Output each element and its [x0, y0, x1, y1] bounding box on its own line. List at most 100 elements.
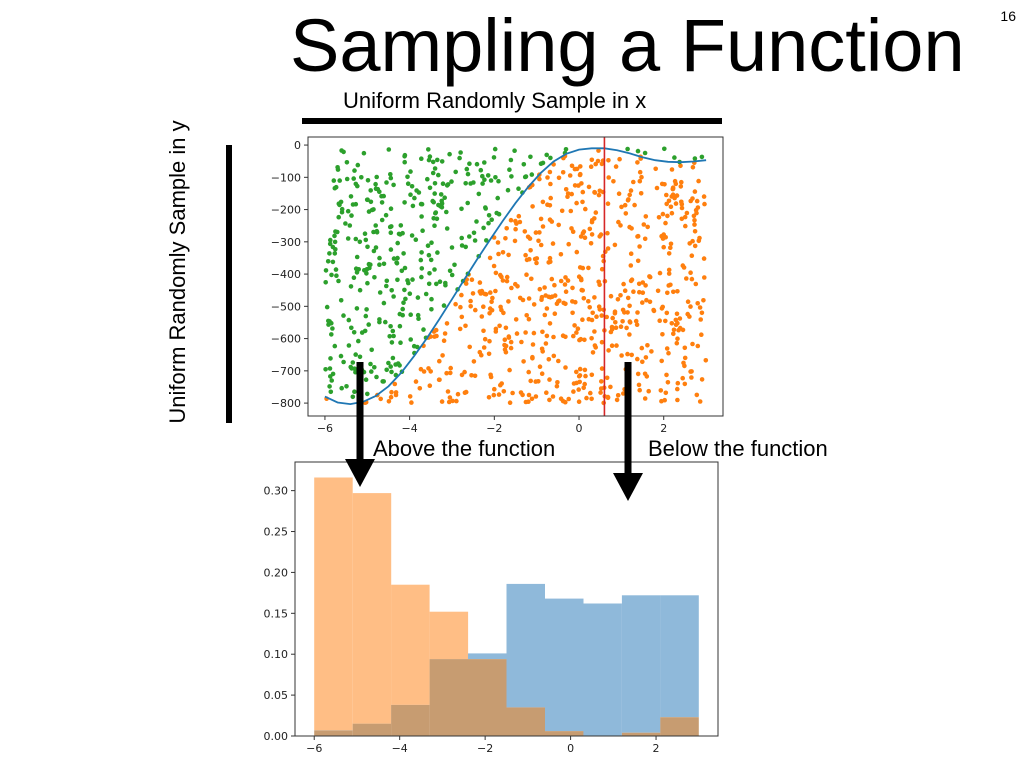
- point-above: [377, 262, 382, 268]
- point-below: [487, 338, 492, 344]
- point-below: [526, 369, 531, 375]
- point-below: [547, 217, 553, 222]
- point-below: [496, 251, 501, 257]
- point-above: [420, 228, 425, 233]
- point-below: [542, 312, 548, 318]
- point-below: [668, 241, 674, 247]
- point-above: [402, 265, 408, 271]
- point-below: [582, 381, 587, 387]
- point-below: [413, 379, 419, 384]
- point-below: [576, 274, 582, 280]
- point-above: [472, 238, 478, 243]
- y-tick-label: 0.20: [264, 566, 289, 579]
- point-below: [643, 283, 648, 288]
- point-above: [419, 214, 424, 219]
- point-below: [563, 289, 569, 295]
- point-below: [517, 219, 523, 225]
- point-below: [533, 379, 538, 384]
- point-above: [323, 367, 328, 372]
- point-below: [635, 160, 640, 165]
- point-below: [622, 202, 628, 208]
- point-above: [371, 248, 377, 254]
- point-below: [668, 204, 674, 210]
- point-above: [465, 171, 471, 177]
- point-below: [596, 192, 602, 198]
- point-below: [571, 333, 576, 339]
- point-above: [509, 174, 514, 179]
- point-below: [599, 366, 605, 371]
- point-above: [353, 201, 359, 207]
- y-tick-label: 0.10: [264, 648, 289, 661]
- point-below: [692, 218, 697, 223]
- point-above: [339, 385, 345, 391]
- point-below: [666, 271, 672, 276]
- point-above: [437, 279, 443, 285]
- point-below: [634, 322, 640, 328]
- point-below: [597, 234, 602, 239]
- point-above: [465, 200, 471, 206]
- point-above: [377, 255, 382, 261]
- point-above: [388, 364, 394, 369]
- point-below: [579, 287, 584, 293]
- point-above: [344, 160, 350, 165]
- point-below: [409, 400, 414, 405]
- point-above: [444, 209, 449, 215]
- point-below: [590, 350, 596, 355]
- point-above: [457, 155, 462, 161]
- point-below: [625, 351, 630, 357]
- point-below: [682, 381, 688, 387]
- point-below: [530, 342, 536, 347]
- point-above: [363, 237, 369, 243]
- point-above: [354, 306, 360, 311]
- arrow-above-icon: [345, 362, 375, 487]
- point-below: [693, 207, 699, 213]
- point-below: [500, 250, 506, 255]
- point-below: [599, 313, 604, 318]
- point-below: [613, 164, 619, 169]
- point-below: [666, 267, 672, 273]
- point-below: [664, 192, 669, 198]
- point-below: [549, 276, 555, 282]
- point-above: [346, 343, 352, 348]
- point-above: [332, 251, 338, 256]
- point-above: [398, 223, 404, 228]
- point-above: [438, 192, 444, 197]
- point-above: [391, 333, 396, 339]
- point-below: [618, 223, 623, 228]
- point-below: [669, 210, 675, 216]
- point-below: [636, 281, 642, 287]
- point-below: [632, 202, 637, 208]
- point-below: [675, 380, 681, 386]
- point-above: [540, 160, 546, 166]
- point-below: [471, 359, 477, 364]
- point-above: [563, 147, 569, 152]
- point-above: [362, 231, 368, 236]
- bar-overlap: [621, 732, 661, 736]
- point-below: [612, 309, 618, 315]
- point-above: [344, 176, 350, 182]
- point-below: [516, 213, 522, 219]
- point-below: [388, 394, 394, 400]
- point-above: [394, 261, 400, 266]
- point-above: [338, 199, 344, 205]
- point-above: [467, 161, 472, 166]
- point-above: [432, 267, 437, 272]
- point-below: [663, 318, 668, 324]
- point-below: [536, 238, 541, 244]
- point-below: [551, 334, 556, 340]
- point-below: [609, 327, 615, 332]
- point-above: [365, 391, 370, 397]
- point-above: [339, 209, 345, 215]
- point-above: [389, 369, 394, 375]
- bar-above: [314, 477, 353, 731]
- point-above: [350, 394, 356, 400]
- point-above: [379, 217, 385, 223]
- point-above: [393, 362, 398, 367]
- point-below: [392, 381, 398, 387]
- y-tick-label: −500: [271, 300, 301, 313]
- point-below: [479, 314, 485, 319]
- point-below: [679, 205, 685, 211]
- point-below: [481, 328, 486, 334]
- point-above: [492, 146, 498, 152]
- point-above: [508, 157, 514, 163]
